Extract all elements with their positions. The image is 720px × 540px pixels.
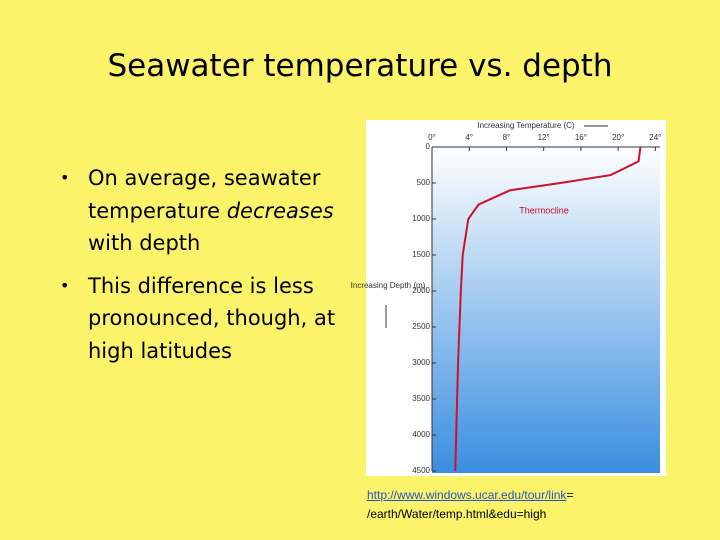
y-tick-label: 4000 xyxy=(412,430,430,439)
x-tick-label: 8° xyxy=(503,133,511,142)
x-tick-label: 4° xyxy=(465,133,473,142)
y-tick-label: 500 xyxy=(417,178,431,187)
x-tick-label: 24° xyxy=(649,133,661,142)
link-line: /earth/Water/temp.html&edu=high xyxy=(367,507,547,521)
bullet-text: with depth xyxy=(88,231,201,255)
line xyxy=(454,146,642,472)
bullet: On average, seawater temperature decreas… xyxy=(58,162,348,260)
annotation: Thermocline xyxy=(519,205,569,215)
bullet-emphasis: decreases xyxy=(226,198,334,223)
source: http://www.windows.ucar.edu/tour/link= /e… xyxy=(367,486,573,524)
link-end: = xyxy=(566,488,574,502)
slide-title: Seawater temperature vs. depth xyxy=(107,48,613,84)
bullet-list: On average, seawater temperature decreas… xyxy=(58,162,348,377)
y-tick-label: 1500 xyxy=(412,250,430,259)
y-axis-label: Increasing Depth (m) xyxy=(351,281,426,290)
x-tick-label: 12° xyxy=(538,133,550,142)
y-tick-label: 3000 xyxy=(412,358,430,367)
bullet-text: This difference is less pronounced, thou… xyxy=(88,273,336,363)
y-tick-label: 0 xyxy=(426,142,431,151)
y-tick-label: 2000 xyxy=(412,286,430,295)
y-tick-label: 1000 xyxy=(412,214,430,223)
y-tick-label: 4500 xyxy=(412,466,430,475)
bullet: This difference is less pronounced, thou… xyxy=(58,270,348,368)
x-tick-label: 16° xyxy=(575,133,587,142)
x-tick-label: 0° xyxy=(428,133,436,142)
y-tick-label: 3500 xyxy=(412,394,430,403)
x-axis-label: Increasing Temperature (C) xyxy=(477,121,575,130)
plot-area xyxy=(432,147,660,473)
bullet-text: On average, seawater temperature xyxy=(88,166,321,223)
y-tick-label: 2500 xyxy=(412,322,430,331)
x-tick-label: 20° xyxy=(612,133,624,142)
link[interactable]: http://www.windows.ucar.edu/tour/link xyxy=(367,488,567,502)
